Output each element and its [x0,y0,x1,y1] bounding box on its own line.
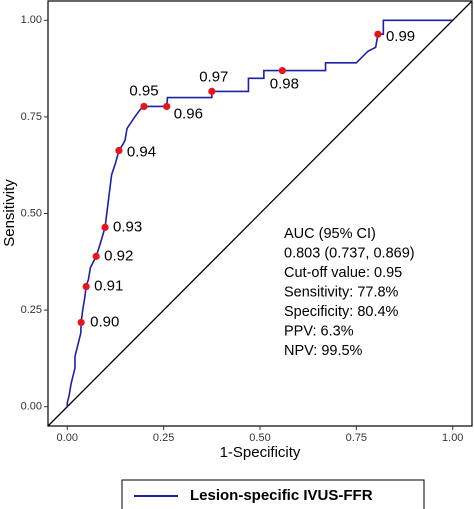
threshold-label: 0.99 [386,28,415,45]
y-tick-label: 0.50 [21,207,42,219]
x-tick-label: 0.00 [57,432,78,444]
annotation-line: 0.803 (0.737, 0.869) [284,245,415,261]
threshold-point [82,282,90,291]
threshold-label: 0.90 [90,313,119,330]
x-tick-label: 0.50 [249,432,270,444]
x-tick-label: 1.00 [442,432,463,444]
x-axis-label: 1-Specificity [220,444,301,461]
legend-box [121,479,425,509]
y-tick-label: 1.00 [21,14,42,26]
threshold-label: 0.97 [199,68,228,85]
threshold-label: 0.95 [129,82,158,99]
y-axis-label: Sensitivity [1,179,18,247]
threshold-point [101,223,109,232]
reference-line [47,0,473,427]
annotation-line: Sensitivity: 77.8% [284,284,399,300]
threshold-point [278,66,286,75]
legend-label: Lesion-specific IVUS-FFR [190,487,373,504]
threshold-point [92,252,100,260]
y-tick-label: 0.00 [21,401,42,413]
threshold-label: 0.98 [270,76,299,93]
threshold-label: 0.91 [94,277,123,294]
threshold-point [208,87,216,96]
x-tick-label: 0.25 [153,432,174,444]
annotation-line: NPV: 99.5% [284,343,363,359]
threshold-label: 0.92 [104,247,133,264]
threshold-label: 0.93 [113,218,142,235]
threshold-point [140,102,148,111]
annotation-line: AUC (95% CI) [284,226,376,242]
threshold-point [163,102,171,111]
annotation-line: Cut-off value: 0.95 [284,265,402,281]
threshold-point [374,30,382,38]
annotation-line: Specificity: 80.4% [284,304,399,320]
annotation-line: PPV: 6.3% [284,323,354,339]
threshold-label: 0.96 [174,105,203,122]
y-tick-label: 0.75 [21,111,42,123]
x-tick-label: 0.75 [346,432,367,444]
threshold-label: 0.94 [127,143,156,160]
threshold-point [77,318,85,327]
threshold-point [115,146,123,155]
y-tick-label: 0.25 [21,304,42,316]
